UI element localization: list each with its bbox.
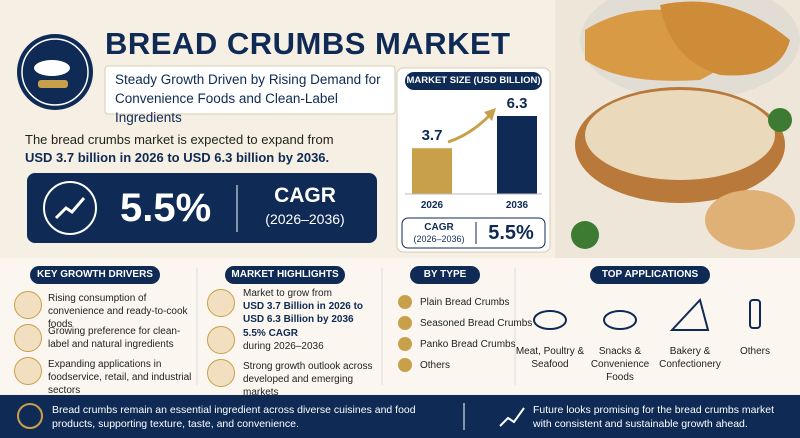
section-title: MARKET HIGHLIGHTS	[225, 266, 345, 284]
highlight: Strong growth outlook across developed a…	[243, 361, 373, 398]
application: Others	[739, 346, 770, 357]
highlight-strong: USD 3.7 Billion in 2026 to USD 6.3 Billi…	[243, 301, 364, 325]
highlight-strong: 5.5% CAGR	[243, 328, 299, 339]
bar	[412, 148, 452, 194]
type: Plain Bread Crumbs	[420, 297, 510, 308]
section-title: TOP APPLICATIONS	[590, 266, 710, 284]
section-title: KEY GROWTH DRIVERS	[30, 266, 160, 284]
highlight-text: during 2026–2036	[243, 341, 324, 352]
check	[398, 358, 412, 372]
cagr-period: (2026–2036)	[265, 211, 345, 227]
icon	[207, 326, 235, 354]
application: Meat, Poultry & Seafood	[515, 346, 585, 370]
driver: Growing preference for clean-label and n…	[48, 326, 181, 350]
highlight: Market to grow from USD 3.7 Billion in 20…	[243, 287, 373, 326]
value-label: 6.3	[507, 95, 528, 112]
check	[398, 316, 412, 330]
icon	[207, 289, 235, 317]
icon	[14, 291, 42, 319]
section-title: BY TYPE	[410, 266, 480, 284]
icon	[207, 359, 235, 387]
check	[398, 295, 412, 309]
cagr-label: CAGR	[274, 184, 336, 207]
title: BREAD CRUMBS MARKET	[105, 26, 511, 61]
value-label: 3.7	[422, 127, 443, 144]
type: Seasoned Bread Crumbs	[420, 318, 533, 329]
icon	[14, 357, 42, 385]
cagr-value: 5.5%	[120, 186, 212, 230]
type: Others	[420, 360, 451, 371]
driver: Expanding applications in foodservice, r…	[48, 359, 192, 396]
driver: Rising consumption of convenience and re…	[48, 293, 188, 330]
application: Snacks & Convenience Foods	[590, 346, 650, 383]
chart: 3.7 2026 6.3 2036	[405, 95, 542, 211]
cagr-box-label: CAGR	[424, 222, 454, 233]
chart-title: MARKET SIZE (USD BILLION)	[405, 72, 542, 90]
highlight-text: Market to grow from	[243, 288, 332, 299]
category-label: 2036	[506, 200, 529, 211]
cagr-box-value: 5.5%	[488, 222, 534, 244]
footer-right: Future looks promising for the bread cru…	[533, 404, 775, 430]
type: Panko Bread Crumbs	[420, 339, 516, 350]
icon	[14, 324, 42, 352]
application: Bakery & Confectionery	[659, 346, 721, 370]
intro-text: The bread crumbs market is expected to e…	[25, 132, 334, 147]
check	[398, 337, 412, 351]
intro-highlight: USD 3.7 billion in 2026 to USD 6.3 billi…	[25, 150, 330, 165]
cagr-box-period: (2026–2036)	[413, 234, 465, 244]
footer-left: Bread crumbs remain an essential ingredi…	[52, 404, 416, 430]
subtitle: Steady Growth Driven by Rising Demand fo…	[115, 72, 381, 125]
bar	[497, 116, 537, 194]
category-label: 2026	[421, 200, 444, 211]
highlight: 5.5% CAGR during 2026–2036	[243, 327, 373, 353]
